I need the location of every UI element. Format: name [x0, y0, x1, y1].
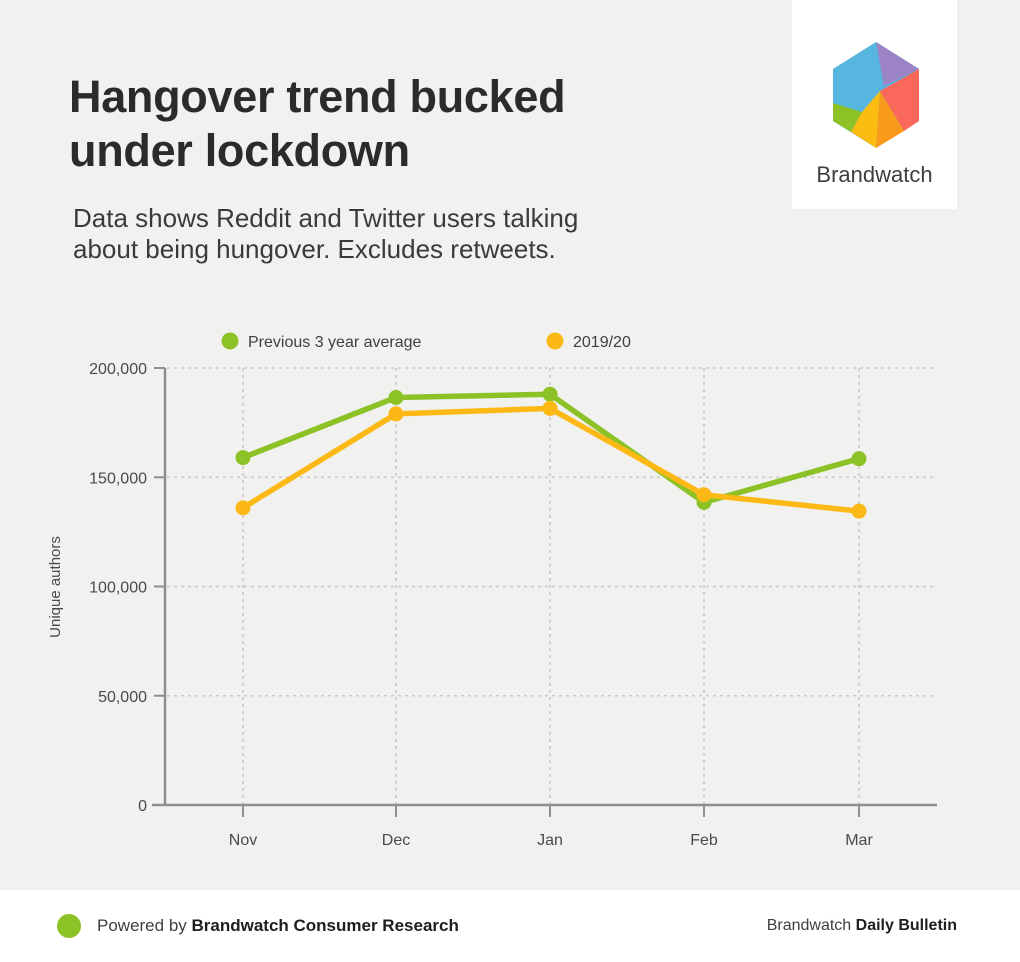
footer-bar: Powered by Brandwatch Consumer Research … [0, 890, 1020, 962]
logo-segment-coral [880, 69, 919, 131]
legend-marker-icon [546, 332, 564, 350]
page-subtitle: Data shows Reddit and Twitter users talk… [73, 203, 578, 265]
brandwatch-logo-box: Brandwatch [792, 0, 957, 209]
publication-name: Daily Bulletin [855, 917, 957, 934]
powered-by-prefix: Powered by [97, 916, 192, 935]
x-tick-label-feb: Feb [690, 832, 718, 849]
powered-by-brand: Brandwatch Consumer Research [191, 916, 459, 935]
page-title-line1: Hangover trend bucked [69, 71, 566, 122]
data-point-jan [542, 386, 558, 402]
page-subtitle-line1: Data shows Reddit and Twitter users talk… [73, 203, 579, 233]
brand-dot-icon [57, 914, 81, 938]
data-point-nov [235, 500, 251, 516]
data-point-mar [851, 451, 867, 467]
y-tick-label: 0 [138, 798, 147, 815]
page-subtitle-line2: about being hungover. Excludes retweets. [73, 234, 556, 264]
data-point-dec [388, 389, 404, 405]
y-tick-label: 50,000 [98, 689, 147, 706]
x-tick-label-jan: Jan [537, 832, 563, 849]
data-point-feb [696, 487, 712, 503]
legend-label: 2019/20 [573, 334, 631, 351]
y-axis-title: Unique authors [47, 536, 64, 638]
logo-segment-purple [876, 42, 919, 86]
y-tick-label: 150,000 [89, 470, 147, 487]
x-tick-label-dec: Dec [382, 832, 410, 849]
x-tick-label-mar: Mar [845, 832, 873, 849]
data-point-nov [235, 450, 251, 466]
data-point-mar [851, 503, 867, 519]
brandwatch-wordmark: Brandwatch [816, 162, 933, 187]
page-title: Hangover trend bucked under lockdown [69, 70, 566, 178]
publication-prefix: Brandwatch [766, 917, 852, 934]
data-point-jan [542, 400, 558, 416]
logo-segment-orange [876, 91, 904, 148]
data-point-dec [388, 406, 404, 422]
logo-segment-green [833, 103, 862, 132]
footer-publication: Brandwatch Daily Bulletin [767, 890, 957, 962]
brandwatch-hexagon-logo-icon [833, 42, 919, 148]
y-tick-label: 200,000 [89, 361, 147, 378]
powered-by-text: Powered by Brandwatch Consumer Research [97, 916, 459, 936]
x-tick-label-nov: Nov [229, 832, 257, 849]
logo-segment-yellow [851, 91, 880, 148]
y-tick-label: 100,000 [89, 580, 147, 597]
legend-label: Previous 3 year average [248, 334, 422, 351]
legend-marker-icon [221, 332, 239, 350]
footer-powered-by: Powered by Brandwatch Consumer Research [57, 890, 459, 962]
page-title-line2: under lockdown [69, 125, 410, 176]
